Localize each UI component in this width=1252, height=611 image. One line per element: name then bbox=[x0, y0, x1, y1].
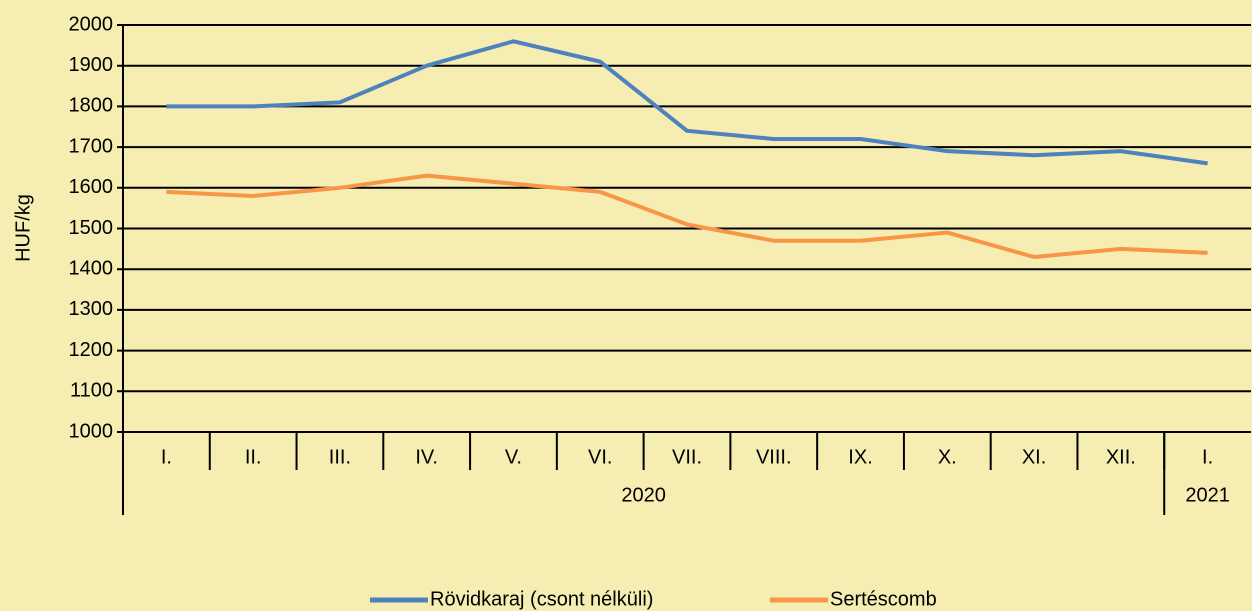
x-tick-label: VII. bbox=[672, 446, 702, 468]
y-tick-label: 1600 bbox=[69, 176, 114, 198]
line-series bbox=[166, 173, 1208, 259]
x-tick-label: V. bbox=[505, 446, 522, 468]
x-tick-label: IV. bbox=[415, 446, 438, 468]
y-tick-label: 1500 bbox=[69, 217, 114, 239]
x-tick-label: II. bbox=[245, 446, 262, 468]
line-series bbox=[166, 39, 1208, 166]
x-tick-label: III. bbox=[329, 446, 351, 468]
y-tick-label: 1200 bbox=[69, 339, 114, 361]
y-tick-label: 1700 bbox=[69, 135, 114, 157]
y-tick-label: 1300 bbox=[69, 298, 114, 320]
x-tick-label: XI. bbox=[1022, 446, 1046, 468]
x-tick-label: VIII. bbox=[756, 446, 792, 468]
x-tick-label: XII. bbox=[1106, 446, 1136, 468]
x-tick-label: X. bbox=[938, 446, 957, 468]
y-tick-label: 1800 bbox=[69, 95, 114, 117]
legend-label: Sertéscomb bbox=[830, 588, 937, 610]
y-axis-label: HUF/kg bbox=[12, 194, 34, 262]
group-label: 2020 bbox=[621, 484, 666, 506]
y-tick-label: 1000 bbox=[69, 420, 114, 442]
y-tick-label: 2000 bbox=[69, 13, 114, 35]
y-tick-label: 1100 bbox=[70, 380, 113, 402]
y-tick-label: 1400 bbox=[69, 257, 114, 279]
x-tick-label: VI. bbox=[588, 446, 612, 468]
legend-label: Rövidkaraj (csont nélküli) bbox=[430, 588, 653, 610]
x-tick-label: IX. bbox=[848, 446, 872, 468]
x-tick-label: I. bbox=[1202, 446, 1213, 468]
y-tick-label: 1900 bbox=[69, 54, 114, 76]
x-tick-label: I. bbox=[161, 446, 172, 468]
group-label: 2021 bbox=[1185, 484, 1230, 506]
